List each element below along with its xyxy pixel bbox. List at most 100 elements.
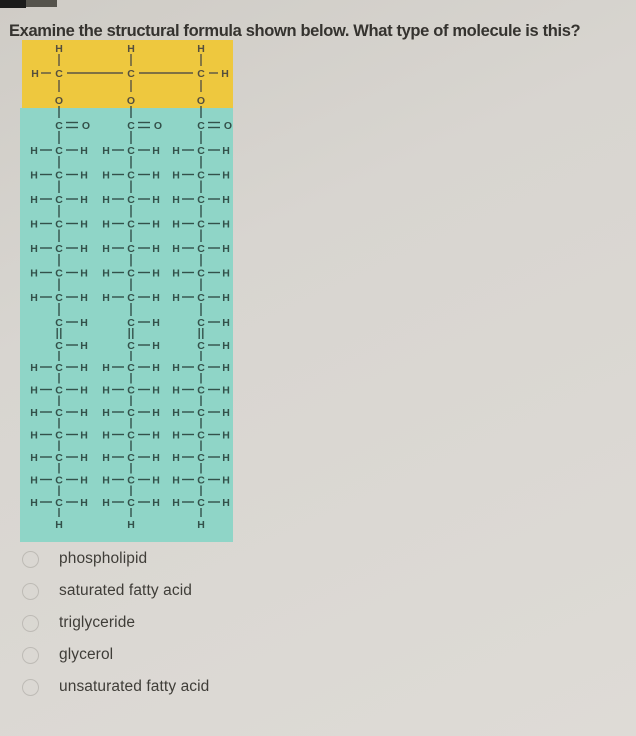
svg-text:C: C (197, 243, 205, 255)
option-unsaturated-fatty-acid[interactable]: unsaturated fatty acid (0, 671, 636, 703)
svg-text:H: H (30, 219, 38, 231)
svg-text:H: H (172, 497, 180, 509)
svg-text:C: C (55, 170, 63, 182)
svg-text:H: H (172, 475, 180, 487)
svg-text:H: H (80, 145, 88, 157)
svg-text:H: H (222, 385, 230, 397)
svg-text:H: H (102, 497, 110, 509)
svg-text:H: H (222, 362, 230, 374)
svg-text:C: C (55, 145, 63, 157)
svg-text:H: H (102, 407, 110, 419)
svg-text:C: C (197, 145, 205, 157)
svg-text:H: H (152, 268, 160, 280)
svg-text:C: C (55, 317, 63, 329)
svg-text:C: C (127, 268, 135, 280)
svg-text:C: C (127, 497, 135, 509)
svg-text:H: H (152, 407, 160, 419)
radio-button[interactable] (22, 614, 39, 632)
svg-text:O: O (197, 95, 205, 107)
svg-text:H: H (222, 407, 230, 419)
svg-text:C: C (55, 292, 63, 304)
svg-text:H: H (172, 170, 180, 182)
svg-text:C: C (55, 475, 63, 487)
svg-text:C: C (197, 120, 205, 132)
svg-text:C: C (127, 475, 135, 487)
svg-text:C: C (55, 268, 63, 280)
svg-text:C: C (197, 340, 205, 352)
svg-text:C: C (127, 452, 135, 464)
svg-text:H: H (80, 243, 88, 255)
svg-text:H: H (222, 243, 230, 255)
svg-text:H: H (80, 292, 88, 304)
svg-text:H: H (152, 145, 160, 157)
svg-text:H: H (80, 497, 88, 509)
svg-text:C: C (197, 385, 205, 397)
option-triglyceride[interactable]: triglyceride (0, 607, 636, 639)
svg-text:H: H (31, 68, 39, 80)
svg-text:H: H (222, 194, 230, 206)
svg-text:H: H (30, 497, 38, 509)
svg-text:H: H (80, 170, 88, 182)
svg-text:C: C (127, 292, 135, 304)
svg-text:H: H (80, 407, 88, 419)
option-phospholipid[interactable]: phospholipid (0, 543, 636, 575)
svg-text:C: C (197, 292, 205, 304)
svg-text:H: H (80, 219, 88, 231)
svg-text:C: C (127, 194, 135, 206)
svg-text:H: H (80, 317, 88, 329)
svg-text:O: O (154, 120, 162, 132)
svg-text:C: C (197, 407, 205, 419)
svg-text:O: O (82, 120, 90, 132)
svg-text:H: H (102, 475, 110, 487)
question-text: Examine the structural formula shown bel… (9, 22, 581, 40)
option-glycerol[interactable]: glycerol (0, 639, 636, 671)
svg-text:H: H (172, 194, 180, 206)
radio-button[interactable] (22, 646, 39, 664)
svg-text:C: C (197, 362, 205, 374)
svg-text:H: H (152, 475, 160, 487)
option-label: triglyceride (59, 614, 136, 631)
radio-button[interactable] (22, 582, 39, 600)
svg-text:H: H (172, 362, 180, 374)
radio-button[interactable] (22, 678, 39, 696)
svg-text:C: C (197, 268, 205, 280)
svg-text:C: C (55, 362, 63, 374)
svg-text:C: C (197, 194, 205, 206)
svg-text:H: H (197, 43, 205, 55)
radio-button[interactable] (22, 550, 39, 568)
option-label: phospholipid (59, 550, 148, 567)
svg-text:H: H (30, 407, 38, 419)
svg-text:H: H (30, 243, 38, 255)
svg-text:H: H (152, 194, 160, 206)
svg-text:H: H (30, 292, 38, 304)
svg-text:H: H (80, 268, 88, 280)
svg-text:H: H (30, 170, 38, 182)
svg-text:H: H (152, 362, 160, 374)
svg-text:H: H (55, 519, 63, 531)
svg-text:H: H (222, 340, 230, 352)
svg-text:H: H (152, 385, 160, 397)
svg-text:C: C (197, 170, 205, 182)
svg-text:H: H (102, 385, 110, 397)
svg-text:C: C (127, 362, 135, 374)
svg-text:C: C (127, 219, 135, 231)
svg-text:O: O (55, 95, 63, 107)
svg-text:C: C (55, 452, 63, 464)
svg-text:H: H (152, 452, 160, 464)
svg-text:H: H (222, 475, 230, 487)
svg-text:H: H (172, 292, 180, 304)
svg-text:H: H (152, 497, 160, 509)
svg-text:H: H (172, 268, 180, 280)
svg-text:H: H (152, 317, 160, 329)
fatty-acid-chains-region (20, 108, 233, 542)
option-saturated-fatty-acid[interactable]: saturated fatty acid (0, 575, 636, 607)
svg-text:H: H (222, 268, 230, 280)
svg-text:H: H (127, 519, 135, 531)
svg-text:C: C (127, 243, 135, 255)
svg-text:H: H (222, 219, 230, 231)
svg-text:H: H (30, 362, 38, 374)
svg-text:H: H (172, 219, 180, 231)
option-label: saturated fatty acid (59, 582, 192, 599)
svg-text:H: H (102, 430, 110, 442)
